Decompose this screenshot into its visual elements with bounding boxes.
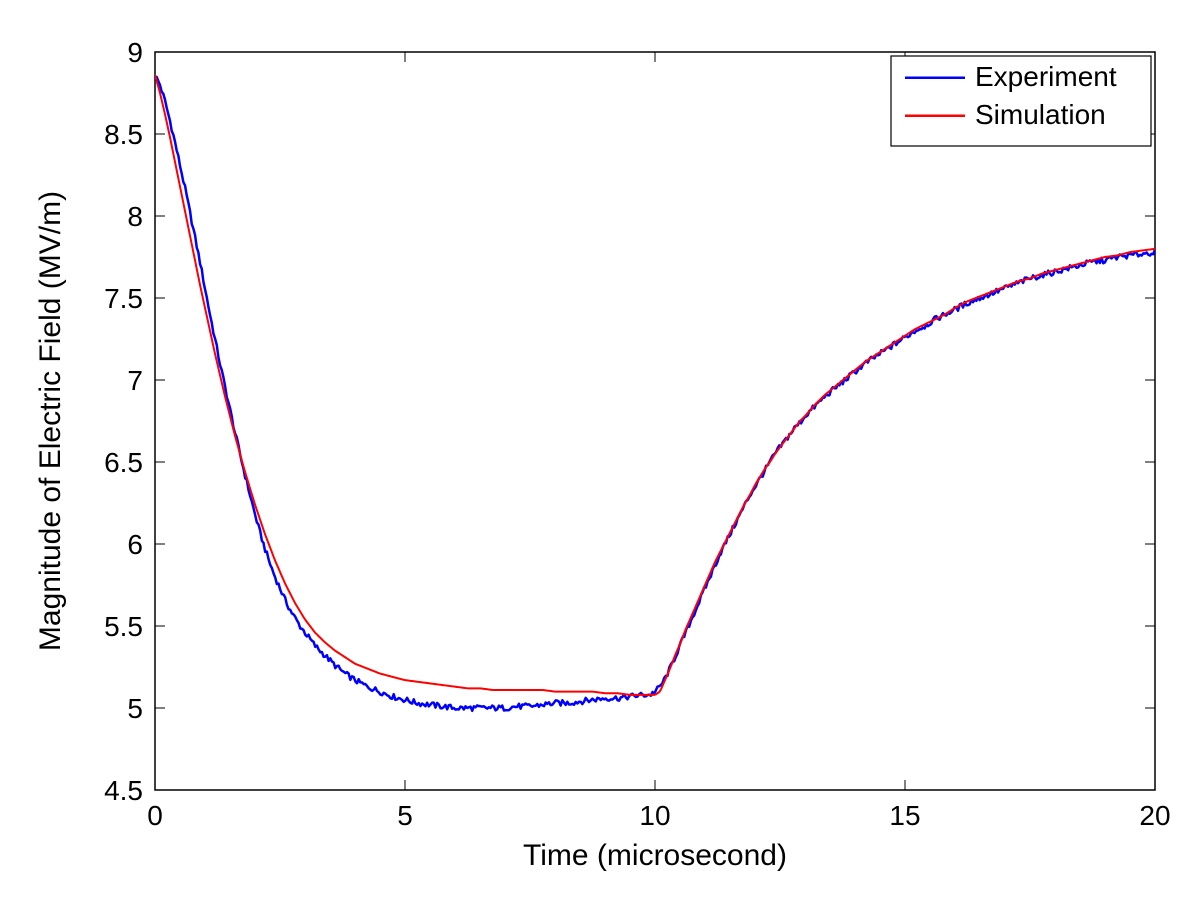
- x-tick-label: 5: [397, 800, 413, 831]
- y-tick-label: 4.5: [104, 775, 143, 806]
- y-tick-label: 6: [127, 529, 143, 560]
- y-tick-label: 7.5: [104, 283, 143, 314]
- y-tick-label: 8: [127, 201, 143, 232]
- y-axis-label: Magnitude of Electric Field (MV/m): [34, 191, 67, 651]
- y-tick-label: 8.5: [104, 119, 143, 150]
- y-tick-label: 7: [127, 365, 143, 396]
- legend: Experiment Simulation: [891, 56, 1151, 146]
- y-tick-label: 6.5: [104, 447, 143, 478]
- y-tick-label: 5: [127, 693, 143, 724]
- x-tick-label: 0: [147, 800, 163, 831]
- legend-label: Experiment: [975, 61, 1117, 92]
- x-tick-label: 15: [889, 800, 920, 831]
- y-tick-label: 5.5: [104, 611, 143, 642]
- legend-label: Simulation: [975, 99, 1106, 130]
- y-tick-label: 9: [127, 37, 143, 68]
- efield-chart: 0 5 10 15 20 4.5 5 5.5 6 6.5 7 7.5 8 8.5 9 Time (micros…: [0, 0, 1201, 901]
- x-tick-label: 20: [1139, 800, 1170, 831]
- x-tick-label: 10: [639, 800, 670, 831]
- x-axis-label: Time (microsecond): [523, 839, 787, 872]
